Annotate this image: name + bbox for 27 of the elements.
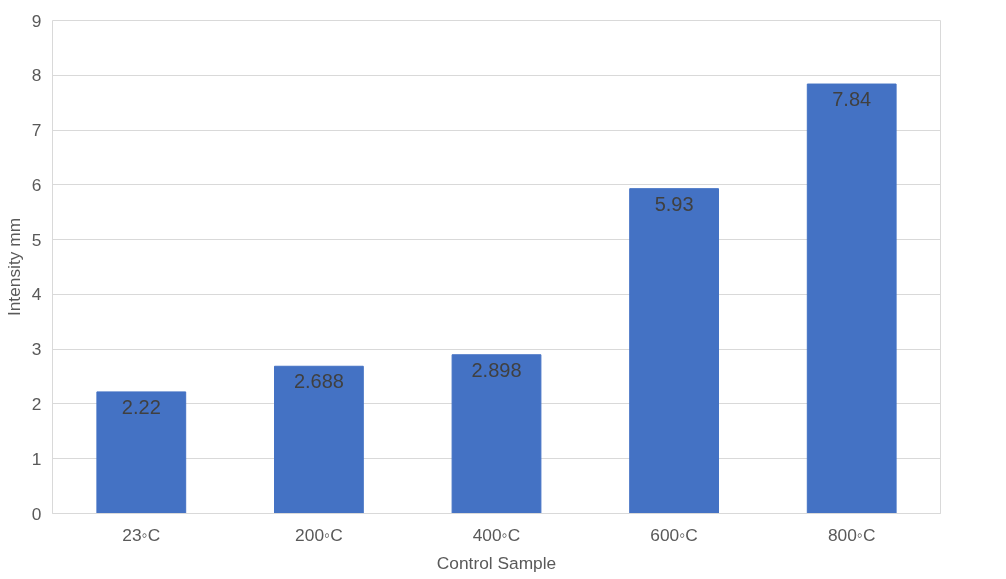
bar — [629, 188, 719, 514]
x-tick-label: 800◦C — [827, 524, 876, 545]
x-tick-label: 600◦C — [650, 524, 698, 545]
y-tick-label: 8 — [31, 65, 42, 86]
x-axis-title: Control Sample — [436, 552, 557, 573]
x-tick-label: 200◦C — [295, 524, 343, 545]
bar — [451, 354, 542, 514]
bar — [96, 391, 187, 514]
x-tick-label: 400◦C — [472, 524, 521, 545]
data-label: 5.93 — [654, 192, 694, 215]
data-label: 2.688 — [293, 370, 344, 393]
data-label: 2.22 — [121, 395, 161, 418]
data-label: 2.898 — [471, 358, 522, 381]
y-tick-label: 9 — [31, 10, 42, 31]
bar — [806, 83, 897, 514]
y-tick-label: 5 — [31, 229, 42, 250]
y-tick-label: 6 — [31, 174, 42, 195]
y-tick-label: 3 — [31, 339, 42, 360]
y-tick-label: 1 — [31, 448, 42, 469]
bar — [274, 365, 364, 514]
y-tick-label: 0 — [31, 503, 42, 524]
y-tick-label: 7 — [31, 120, 42, 141]
y-tick-label: 4 — [31, 284, 42, 305]
y-axis-title: Intensity mm — [3, 217, 24, 317]
y-tick-label: 2 — [31, 393, 42, 414]
data-label: 7.84 — [832, 88, 872, 111]
x-tick-label: 23◦C — [122, 524, 161, 545]
